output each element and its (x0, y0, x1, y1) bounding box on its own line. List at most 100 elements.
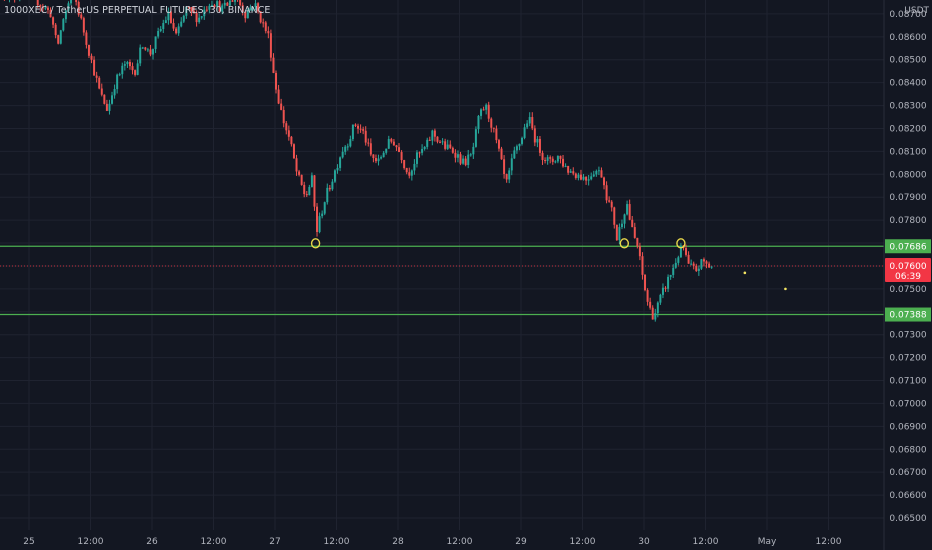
candle-body (708, 263, 711, 268)
drawn-circle-marker (310, 238, 321, 249)
price-tick-label: 0.06800 (889, 445, 926, 455)
candles-layer (3, 0, 713, 322)
candle-body (269, 33, 272, 58)
symbol-title: 1000XEC / TetherUS PERPETUAL FUTURES, 30… (4, 5, 270, 16)
candle-body (403, 160, 406, 169)
markers-layer (310, 238, 787, 291)
candle-body (587, 179, 590, 181)
candle-body (610, 201, 613, 208)
candle-body (644, 274, 647, 291)
candle-body (323, 202, 326, 214)
candle-body (341, 151, 344, 158)
candle-body (87, 44, 90, 56)
candle-body (495, 128, 498, 141)
candle-body (359, 128, 362, 130)
candle-body (113, 89, 116, 96)
candle-body (316, 206, 319, 232)
candle-body (569, 171, 572, 173)
candle-body (226, 2, 229, 6)
candle-body (146, 49, 149, 51)
level-price-tag-label: 0.07388 (889, 311, 926, 321)
time-tick-label: 12:00 (570, 537, 596, 547)
candle-body (487, 104, 490, 119)
candle-body (257, 3, 260, 12)
candle-body (336, 167, 339, 171)
candle-body (413, 163, 416, 171)
candle-body (623, 214, 626, 224)
candle-body (195, 12, 198, 23)
drawn-circle-marker (619, 238, 630, 249)
candle-body (162, 23, 165, 29)
candle-body (582, 176, 585, 180)
candle-body (385, 148, 388, 153)
candle-body (149, 49, 152, 55)
candle-body (203, 9, 206, 17)
candle-body (556, 155, 559, 162)
candle-body (190, 7, 193, 12)
candle-body (198, 17, 201, 23)
candle-body (180, 21, 183, 27)
candle-body (659, 294, 662, 303)
candle-body (649, 301, 652, 308)
candle-body (346, 146, 349, 148)
time-tick-label: 26 (146, 537, 158, 547)
time-tick-label: 12:00 (816, 537, 842, 547)
candle-body (661, 287, 664, 295)
candle-body (103, 94, 106, 104)
candle-body (259, 11, 262, 23)
candle-body (339, 157, 342, 168)
candle-body (574, 173, 577, 178)
candle-body (626, 204, 629, 215)
candle-body (344, 146, 347, 152)
candle-body (480, 109, 483, 116)
candle-body (377, 158, 380, 162)
candle-body (549, 157, 552, 159)
candle-body (321, 213, 324, 217)
candle-body (141, 47, 144, 49)
candle-body (615, 224, 618, 241)
candle-body (169, 11, 172, 23)
candle-body (695, 265, 698, 271)
time-axis[interactable]: 25 12:00 26 12:00 27 12:00 28 12:00 29 12:00 30 12:… (23, 537, 841, 547)
candle-body (216, 1, 219, 8)
candle-body (290, 136, 293, 145)
candle-body (357, 125, 360, 129)
candle-body (423, 146, 426, 149)
candle-body (441, 141, 444, 143)
candle-body (52, 17, 55, 25)
time-tick-label: 12:00 (78, 537, 104, 547)
drawn-dot-marker (743, 271, 747, 275)
candle-body (477, 115, 480, 130)
time-tick-label: 28 (392, 537, 404, 547)
candle-body (508, 170, 511, 180)
candle-body (262, 22, 265, 24)
candle-body (408, 172, 411, 176)
time-tick-label: 25 (23, 537, 34, 547)
candle-body (318, 216, 321, 232)
candle-body (464, 158, 467, 165)
candle-body (292, 144, 295, 159)
candle-body (241, 5, 244, 12)
candle-body (510, 158, 513, 171)
candle-body (454, 152, 457, 158)
candle-body (664, 287, 667, 289)
candle-body (531, 117, 534, 129)
candle-body (369, 143, 372, 155)
candle-body (449, 144, 452, 148)
candle-body (585, 176, 588, 181)
horizontal-levels[interactable] (0, 245, 884, 316)
candle-body (418, 152, 421, 154)
candle-body (128, 61, 131, 67)
candle-body (608, 200, 611, 202)
candle-body (244, 11, 247, 19)
candle-body (672, 267, 675, 275)
candle-body (239, 0, 242, 6)
candle-body (223, 2, 226, 6)
candle-body (618, 227, 621, 241)
candle-body (70, 0, 73, 4)
time-tick-label: 27 (269, 537, 280, 547)
candle-body (249, 7, 252, 11)
price-tick-label: 0.07000 (889, 399, 926, 409)
candle-body (144, 47, 147, 50)
